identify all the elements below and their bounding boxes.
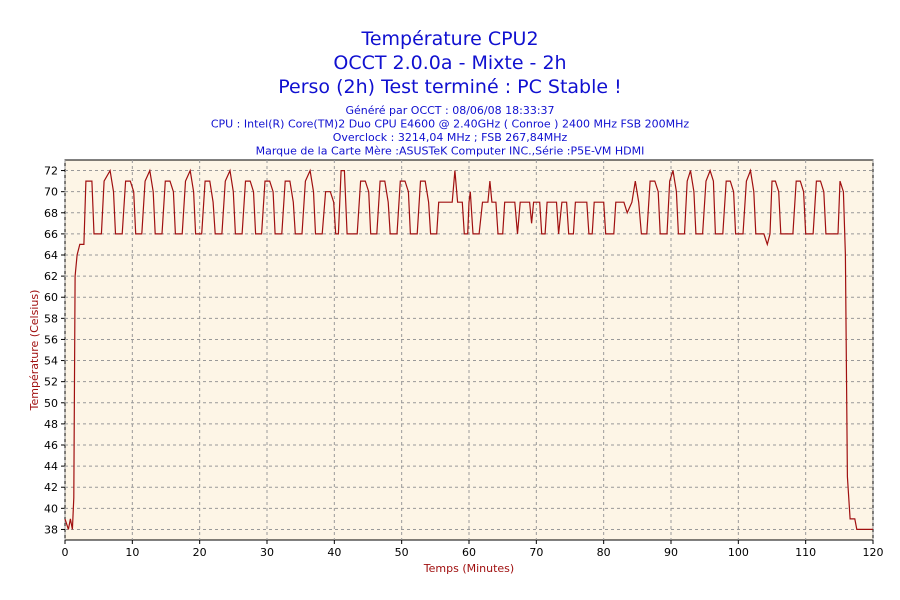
y-tick-label: 64 (44, 249, 58, 262)
chart-title: Température CPU2 (360, 28, 538, 50)
x-axis-label: Temps (Minutes) (423, 562, 514, 575)
chart-subtitle: Généré par OCCT : 08/06/08 18:33:37 (345, 104, 554, 117)
y-tick-label: 52 (44, 376, 58, 389)
chart-title: Perso (2h) Test terminé : PC Stable ! (278, 76, 622, 98)
x-tick-label: 80 (597, 546, 611, 559)
y-tick-label: 38 (44, 523, 58, 536)
x-tick-label: 0 (62, 546, 69, 559)
y-tick-label: 60 (44, 291, 58, 304)
y-tick-label: 70 (44, 186, 58, 199)
y-axis-label: Température (Celsius) (28, 290, 41, 412)
x-tick-label: 10 (125, 546, 139, 559)
chart-subtitle: Marque de la Carte Mère :ASUSTeK Compute… (256, 145, 645, 158)
data-line (64, 168, 873, 530)
chart-subtitle: CPU : Intel(R) Core(TM)2 Duo CPU E4600 @… (211, 118, 690, 131)
x-tick-label: 120 (863, 546, 884, 559)
y-tick-label: 44 (44, 460, 58, 473)
y-tick-label: 42 (44, 481, 58, 494)
y-tick-label: 56 (44, 333, 58, 346)
chart-title: OCCT 2.0.0a - Mixte - 2h (333, 52, 566, 74)
chart-subtitle: Overclock : 3214,04 MHz ; FSB 267,84MHz (333, 131, 568, 144)
x-tick-label: 100 (728, 546, 749, 559)
y-tick-label: 50 (44, 397, 58, 410)
x-tick-label: 50 (395, 546, 409, 559)
y-tick-label: 54 (44, 355, 58, 368)
x-tick-label: 20 (193, 546, 207, 559)
x-tick-label: 90 (664, 546, 678, 559)
x-tick-label: 60 (462, 546, 476, 559)
y-tick-label: 66 (44, 228, 58, 241)
x-tick-label: 70 (529, 546, 543, 559)
y-tick-label: 62 (44, 270, 58, 283)
y-tick-label: 68 (44, 207, 58, 220)
x-tick-label: 110 (795, 546, 816, 559)
y-tick-label: 58 (44, 312, 58, 325)
y-tick-label: 40 (44, 502, 58, 515)
x-tick-label: 30 (260, 546, 274, 559)
y-tick-label: 48 (44, 418, 58, 431)
y-tick-label: 46 (44, 439, 58, 452)
plot-area (64, 159, 874, 541)
x-tick-label: 40 (327, 546, 341, 559)
y-tick-label: 72 (44, 165, 58, 178)
